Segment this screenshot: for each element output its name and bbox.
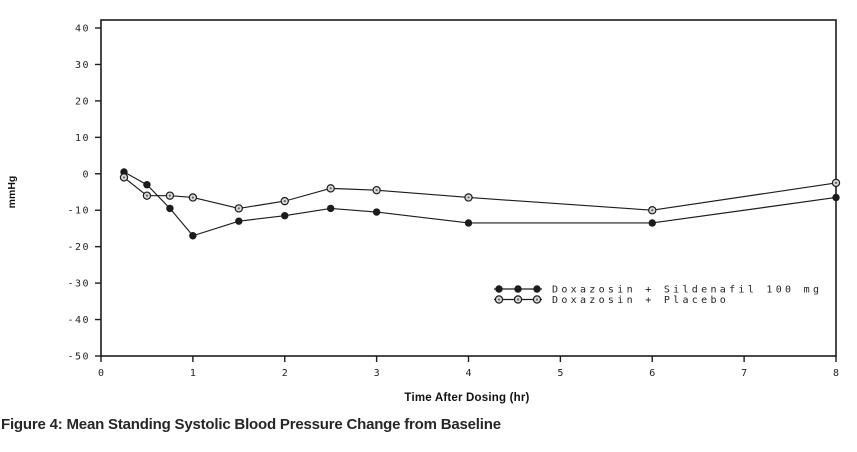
x-tick-label: 3: [374, 368, 380, 379]
filled-circle-marker: [235, 217, 243, 225]
x-tick-label: 5: [557, 368, 563, 379]
filled-circle-marker: [189, 232, 197, 240]
x-axis-title: Time After Dosing (hr): [404, 392, 529, 404]
filled-circle-marker: [533, 285, 541, 293]
filled-circle-marker: [143, 181, 151, 189]
open-circle-marker-center: [283, 200, 286, 203]
open-circle-marker-center: [191, 196, 194, 199]
filled-circle-marker: [495, 285, 503, 293]
legend-label: Doxazosin + Placebo: [552, 295, 729, 306]
y-tick-label: 10: [75, 133, 90, 144]
open-circle-marker-center: [375, 189, 378, 192]
filled-circle-marker: [166, 204, 174, 213]
y-tick-label: -50: [67, 352, 90, 363]
x-tick-label: 6: [649, 368, 655, 379]
open-circle-marker-center: [467, 196, 470, 199]
open-circle-marker-center: [145, 194, 149, 197]
open-circle-marker-center: [535, 298, 539, 301]
y-tick-label: 40: [75, 24, 90, 35]
filled-circle-marker: [648, 219, 656, 227]
filled-circle-marker: [281, 211, 289, 220]
blood-pressure-chart: Time After Dosing (hr) mmHg 40 30 20 10 0 -10…: [6, 19, 841, 404]
y-tick-label: 0: [82, 169, 90, 180]
x-tick-label: 0: [98, 368, 104, 379]
open-circle-marker-center: [168, 194, 172, 197]
x-tick-label: 7: [741, 368, 747, 379]
series-line: [123, 171, 837, 237]
y-axis-title: mmHg: [6, 176, 18, 209]
y-tick-label: 30: [75, 60, 90, 71]
open-circle-marker-center: [497, 298, 501, 301]
filled-circle-marker: [326, 204, 335, 213]
y-tick-label: -20: [67, 242, 90, 253]
y-tick-label: -30: [67, 279, 90, 290]
open-circle-marker-center: [237, 207, 240, 210]
filled-circle-marker: [832, 193, 840, 202]
chart-svg: Time After Dosing (hr) mmHg 403020100-10…: [6, 19, 841, 404]
open-circle-marker-center: [329, 187, 332, 190]
x-tick-label: 2: [282, 368, 288, 379]
y-axis: 40 30 20 10 0 -10 -20 -30 -40 -50: [67, 24, 101, 363]
open-circle-marker-center: [122, 176, 126, 179]
x-tick-label: 8: [833, 368, 839, 379]
y-tick-label: -40: [67, 315, 90, 326]
open-circle-marker-center: [651, 209, 654, 212]
figure-caption: Figure 4: Mean Standing Systolic Blood P…: [1, 416, 501, 433]
x-axis: 0 1 2 3 4 5 6 7 8: [98, 356, 839, 379]
open-circle-marker-center: [516, 298, 520, 301]
x-tick-label: 4: [465, 368, 471, 379]
filled-circle-marker: [514, 285, 522, 293]
open-circle-marker-center: [834, 181, 838, 184]
filled-circle-marker: [464, 219, 473, 227]
series-line: [123, 176, 837, 211]
series-sildenafil: [120, 168, 840, 240]
y-tick-label: -10: [67, 206, 90, 217]
filled-circle-marker: [372, 208, 381, 216]
x-tick-label: 1: [190, 368, 196, 379]
y-tick-label: 20: [75, 96, 90, 107]
legend-label: Doxazosin + Sildenafil 100 mg: [552, 285, 822, 296]
series-placebo: [119, 173, 841, 215]
